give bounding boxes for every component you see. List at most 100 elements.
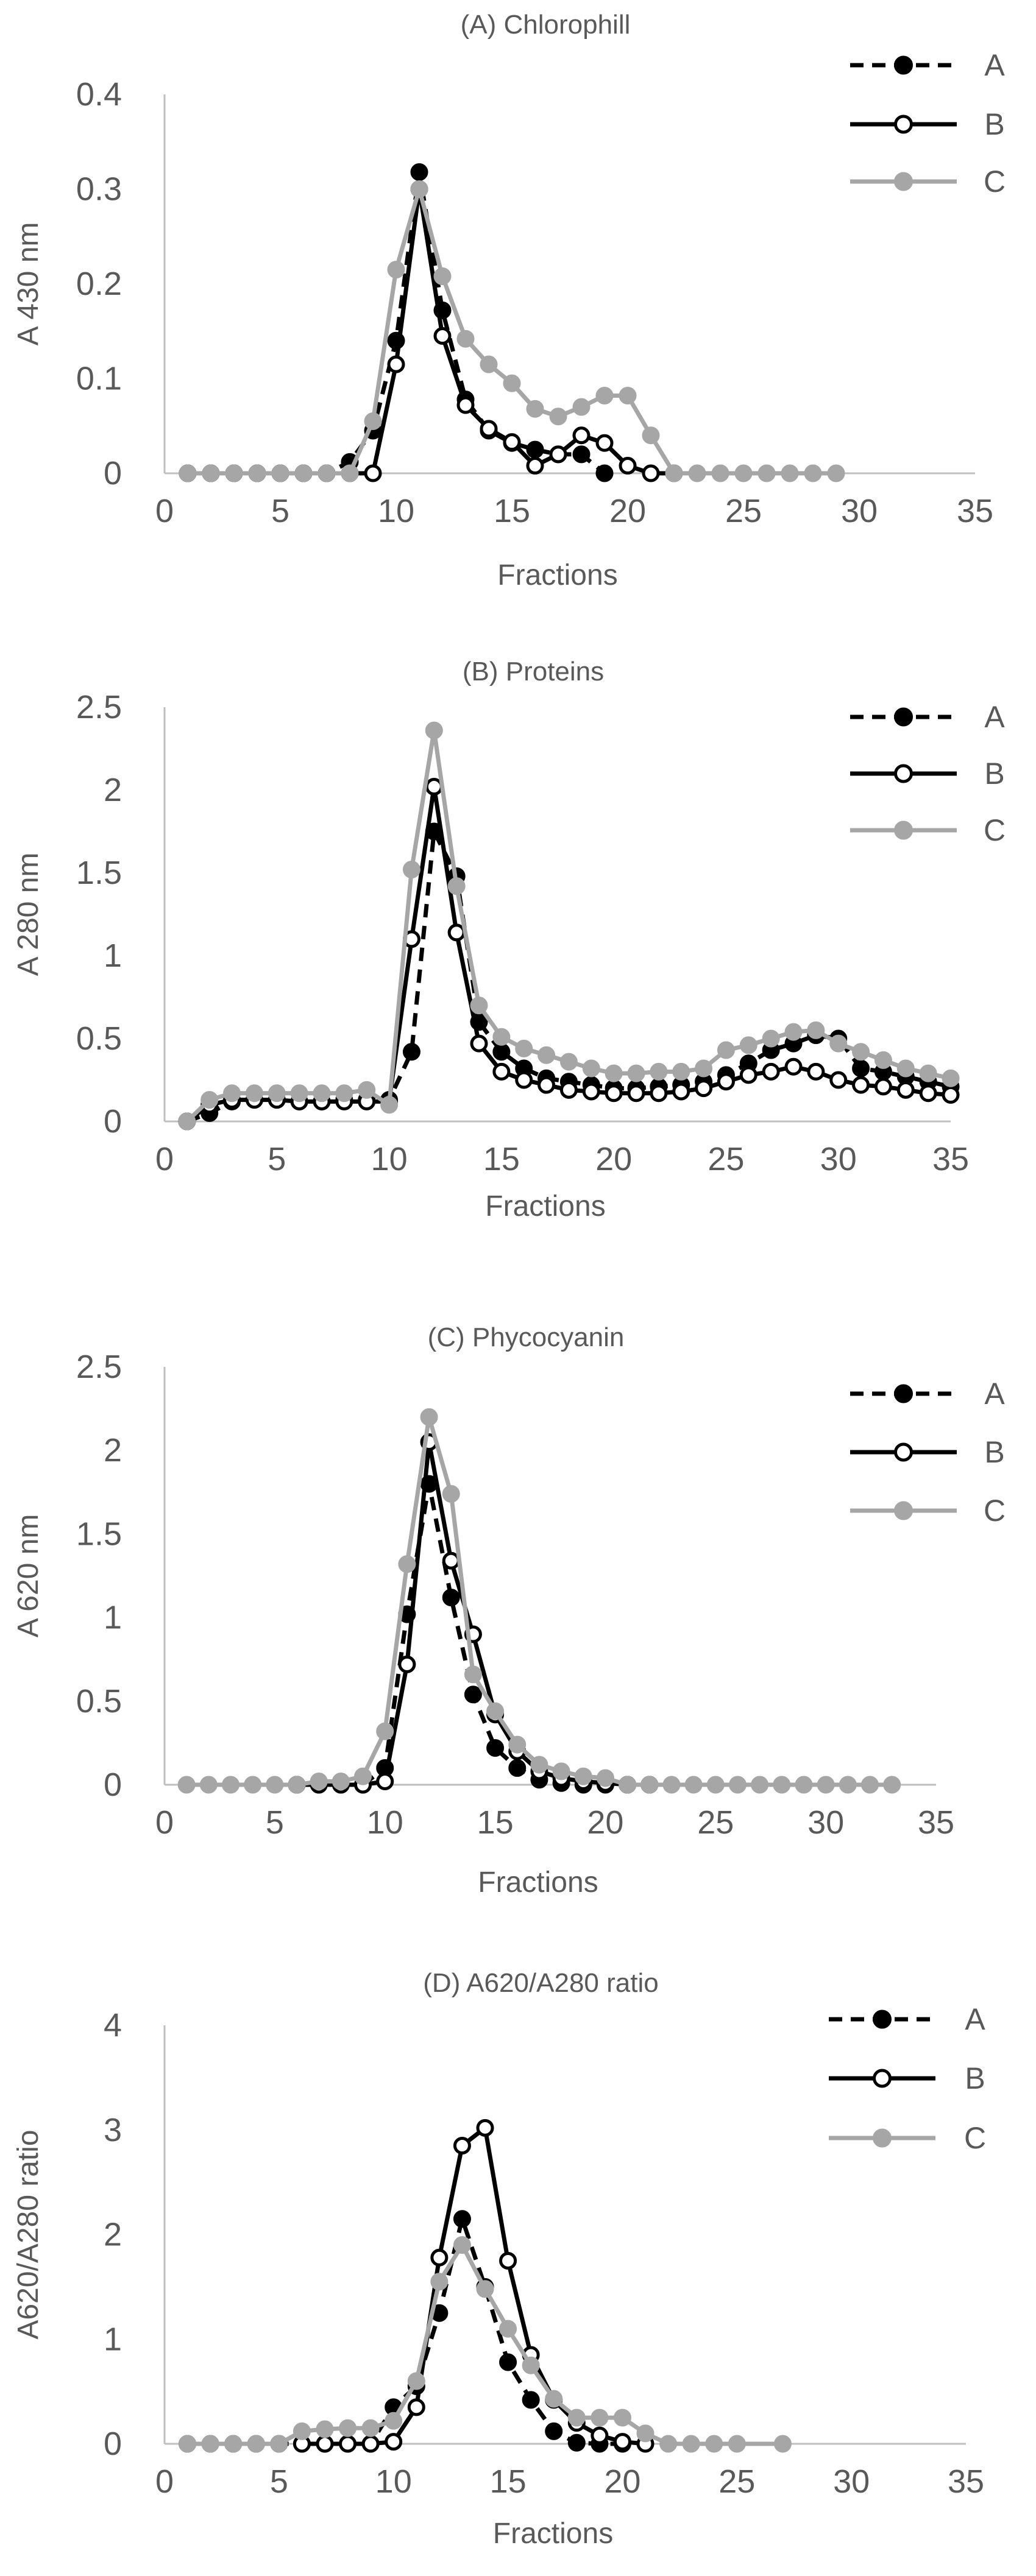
- data-point: [387, 261, 405, 279]
- data-point: [781, 464, 799, 482]
- data-point: [266, 1776, 284, 1794]
- data-point: [480, 355, 498, 373]
- y-tick-label: 0.2: [76, 266, 122, 302]
- data-point: [453, 2236, 471, 2254]
- legend-label: B: [984, 107, 1004, 141]
- legend-marker: [894, 1384, 913, 1403]
- data-point: [222, 1776, 240, 1794]
- x-tick-label: 35: [932, 1141, 969, 1177]
- series-C: [178, 721, 960, 1131]
- data-point: [829, 1071, 848, 1089]
- x-tick-label: 30: [820, 1141, 857, 1177]
- data-point: [453, 2210, 471, 2228]
- y-tick-label: 0.5: [76, 1020, 122, 1057]
- data-point: [762, 1029, 780, 1048]
- x-tick-label: 0: [155, 493, 174, 529]
- chart-panel-1: (A) Chlorophill 0 5 10 15 20 25 30 35 0 0.1 0.2 0.3 0…: [12, 10, 1006, 591]
- data-point: [179, 464, 197, 482]
- x-tick-label: 15: [483, 1141, 520, 1177]
- data-point: [807, 1062, 825, 1081]
- y-tick-label: 0: [104, 2426, 122, 2462]
- data-point: [442, 1485, 460, 1503]
- data-point: [247, 2435, 265, 2453]
- data-point: [288, 1776, 306, 1794]
- y-tick-label: 0: [104, 1766, 122, 1803]
- y-tick-label: 0.3: [76, 171, 122, 208]
- chart-title: (C) Phycocyanin: [428, 1322, 625, 1352]
- data-point: [545, 2390, 563, 2408]
- data-point: [795, 1776, 813, 1794]
- x-tick-label: 5: [268, 1141, 286, 1177]
- data-point: [201, 2435, 219, 2453]
- data-point: [804, 464, 822, 482]
- data-point: [642, 464, 660, 482]
- legend-label: B: [984, 757, 1004, 791]
- data-point: [650, 1084, 668, 1103]
- data-point: [567, 2408, 586, 2427]
- data-point: [559, 1053, 578, 1071]
- data-point: [595, 434, 614, 452]
- data-point: [896, 1059, 915, 1078]
- data-point: [433, 267, 452, 286]
- data-point: [650, 1062, 668, 1081]
- series-C: [177, 1408, 901, 1794]
- data-point: [503, 374, 521, 392]
- data-point: [613, 2408, 631, 2427]
- data-point: [717, 1073, 735, 1091]
- y-axis-label: A 280 nm: [12, 853, 44, 976]
- legend-marker: [894, 707, 913, 727]
- data-point: [739, 1066, 757, 1084]
- data-point: [605, 1084, 623, 1103]
- data-point: [662, 1776, 681, 1794]
- series-line: [302, 2125, 646, 2446]
- legend-entry-B: B: [850, 757, 1005, 791]
- x-tick-label: 25: [697, 1804, 734, 1841]
- data-point: [919, 1084, 937, 1103]
- data-point: [492, 1043, 511, 1061]
- data-point: [453, 2137, 471, 2155]
- y-tick-label: 2: [104, 1432, 122, 1469]
- data-point: [852, 1059, 870, 1078]
- x-tick-label: 10: [378, 493, 414, 529]
- x-tick-label: 20: [595, 1141, 632, 1177]
- data-point: [605, 1064, 623, 1082]
- data-point: [596, 1769, 614, 1787]
- data-point: [499, 2353, 517, 2371]
- data-point: [447, 923, 466, 942]
- data-point: [636, 2424, 655, 2443]
- legend-label: A: [984, 48, 1005, 82]
- data-point: [430, 2248, 449, 2267]
- data-point: [332, 1773, 350, 1791]
- data-point: [711, 464, 729, 482]
- data-point: [619, 457, 637, 475]
- data-point: [942, 1085, 960, 1104]
- x-axis-label: Fractions: [493, 2518, 613, 2550]
- data-point: [447, 877, 466, 895]
- series-line: [186, 1414, 892, 1787]
- data-point: [688, 464, 706, 482]
- y-tick-label: 2.5: [76, 1349, 122, 1385]
- data-point: [582, 1059, 600, 1078]
- data-point: [442, 1551, 460, 1570]
- data-point: [874, 1051, 892, 1069]
- data-point: [773, 1776, 791, 1794]
- data-point: [335, 1084, 353, 1103]
- x-tick-label: 10: [375, 2463, 412, 2500]
- data-point: [705, 2435, 723, 2453]
- data-point: [728, 2435, 746, 2453]
- data-point: [619, 1776, 637, 1794]
- data-point: [425, 778, 443, 796]
- legend-marker: [894, 1442, 913, 1462]
- y-tick-label: 2: [104, 772, 122, 808]
- legend-marker: [894, 172, 913, 191]
- data-point: [695, 1079, 713, 1098]
- data-point: [410, 180, 428, 198]
- data-point: [318, 464, 336, 482]
- legend-label: C: [984, 164, 1006, 199]
- data-point: [659, 2435, 678, 2453]
- x-tick-label: 0: [155, 2463, 174, 2500]
- data-point: [526, 440, 544, 459]
- data-point: [582, 1082, 600, 1101]
- data-point: [385, 2412, 403, 2430]
